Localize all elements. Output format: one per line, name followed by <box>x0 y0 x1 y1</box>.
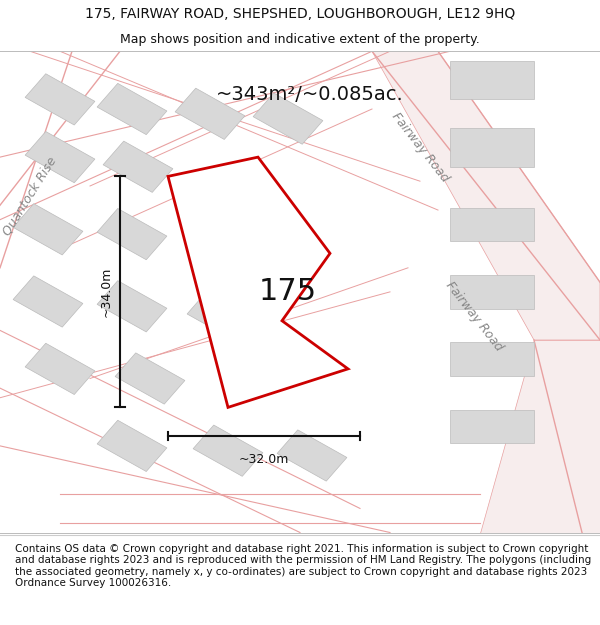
Polygon shape <box>450 208 534 241</box>
Polygon shape <box>450 128 534 167</box>
Polygon shape <box>193 425 263 476</box>
Polygon shape <box>450 61 534 99</box>
Polygon shape <box>480 340 600 532</box>
Text: 175, FAIRWAY ROAD, SHEPSHED, LOUGHBOROUGH, LE12 9HQ: 175, FAIRWAY ROAD, SHEPSHED, LOUGHBOROUG… <box>85 8 515 21</box>
Polygon shape <box>97 420 167 471</box>
Polygon shape <box>175 88 245 139</box>
Polygon shape <box>25 74 95 125</box>
Polygon shape <box>253 93 323 144</box>
Text: Contains OS data © Crown copyright and database right 2021. This information is : Contains OS data © Crown copyright and d… <box>15 544 591 588</box>
Polygon shape <box>25 343 95 394</box>
Text: ~32.0m: ~32.0m <box>239 453 289 466</box>
Text: ~34.0m: ~34.0m <box>100 267 113 317</box>
Polygon shape <box>372 51 600 340</box>
Polygon shape <box>187 218 257 269</box>
Polygon shape <box>187 290 257 342</box>
Polygon shape <box>450 275 534 309</box>
Polygon shape <box>450 342 534 376</box>
Text: Quantock Rise: Quantock Rise <box>1 154 59 238</box>
Polygon shape <box>13 276 83 327</box>
Polygon shape <box>25 131 95 182</box>
Text: Map shows position and indicative extent of the property.: Map shows position and indicative extent… <box>120 34 480 46</box>
Polygon shape <box>168 157 348 408</box>
Text: Fairway Road: Fairway Road <box>389 110 451 185</box>
Polygon shape <box>97 83 167 134</box>
Polygon shape <box>277 430 347 481</box>
Polygon shape <box>115 353 185 404</box>
Polygon shape <box>97 209 167 260</box>
Text: Fairway Road: Fairway Road <box>443 279 505 353</box>
Polygon shape <box>450 410 534 444</box>
Polygon shape <box>13 204 83 255</box>
Polygon shape <box>97 281 167 332</box>
Polygon shape <box>103 141 173 192</box>
Text: 175: 175 <box>259 278 317 306</box>
Text: ~343m²/~0.085ac.: ~343m²/~0.085ac. <box>216 85 404 104</box>
